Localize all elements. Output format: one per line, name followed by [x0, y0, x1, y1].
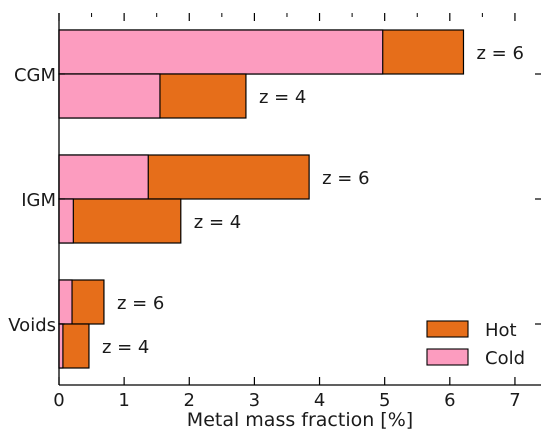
legend-label-cold: Cold: [485, 348, 525, 369]
legend-label-hot: Hot: [485, 320, 517, 341]
bar-cold-igm-z6: [58, 154, 149, 200]
bars-layer: z = 6 z = 4 z = 6 z = 4 z = 6 z = 4: [58, 29, 524, 369]
redshift-label: z = 6: [322, 168, 369, 189]
bar-cold-cgm-z4: [58, 73, 161, 119]
x-tick-label: 6: [444, 390, 455, 411]
x-tick-label: 4: [314, 390, 325, 411]
redshift-label: z = 4: [259, 87, 306, 108]
bar-cold-voids-z6: [58, 279, 73, 325]
legend: Hot Cold: [426, 320, 525, 369]
x-tick-label: 0: [53, 390, 64, 411]
redshift-label: z = 6: [117, 293, 164, 314]
redshift-label: z = 6: [476, 43, 523, 64]
bar-hot-voids-z4: [58, 323, 90, 369]
x-axis-label: Metal mass fraction [%]: [187, 409, 413, 431]
bar-cold-igm-z4: [58, 198, 74, 244]
y-tick-label: IGM: [21, 190, 56, 211]
axes-layer: 0 1 2 3 4 5 6 7 CGM IGM Voids: [8, 13, 541, 411]
x-tick-label: 3: [249, 390, 260, 411]
x-tick-label: 5: [379, 390, 390, 411]
x-tick-label: 7: [509, 390, 520, 411]
x-tick-label: 2: [184, 390, 195, 411]
y-tick-label: Voids: [8, 315, 56, 336]
legend-swatch-hot: [426, 320, 469, 338]
bar-cold-cgm-z6: [58, 29, 384, 75]
redshift-label: z = 4: [194, 212, 241, 233]
y-tick-label: CGM: [14, 65, 56, 86]
bar-hot-igm-z4: [58, 198, 182, 244]
legend-swatch-cold: [426, 348, 469, 366]
x-tick-label: 1: [118, 390, 129, 411]
redshift-label: z = 4: [102, 337, 149, 358]
